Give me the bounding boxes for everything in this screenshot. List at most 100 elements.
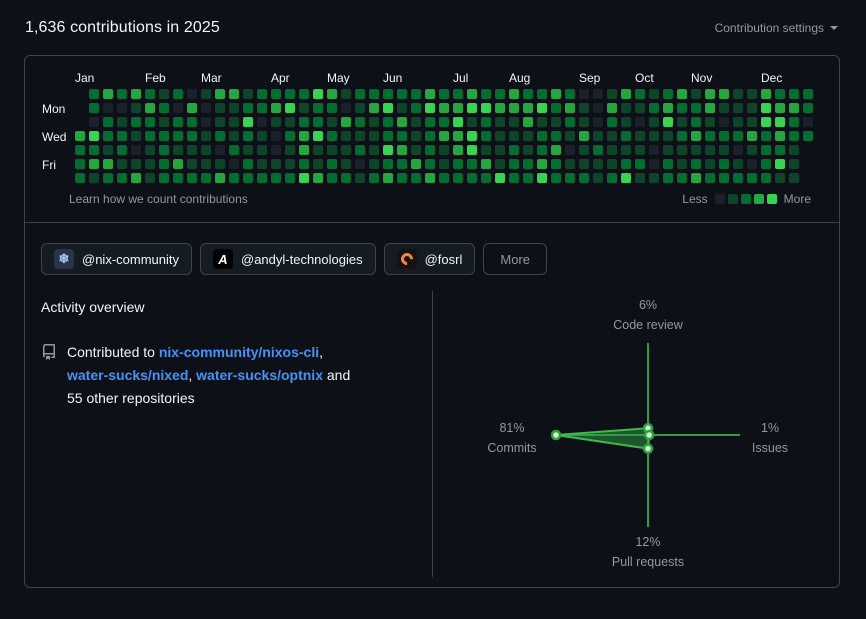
org-filter-button[interactable]: A@andyl-technologies (200, 243, 376, 275)
contribution-cell[interactable] (369, 131, 379, 141)
contribution-cell[interactable] (187, 173, 197, 183)
contribution-cell[interactable] (271, 145, 281, 155)
contribution-cell[interactable] (257, 89, 267, 99)
contribution-cell[interactable] (775, 173, 785, 183)
contribution-cell[interactable] (215, 103, 225, 113)
contribution-cell[interactable] (425, 117, 435, 127)
contribution-cell[interactable] (537, 131, 547, 141)
contribution-cell[interactable] (803, 131, 813, 141)
contribution-cell[interactable] (327, 159, 337, 169)
contribution-cell[interactable] (677, 159, 687, 169)
contribution-cell[interactable] (355, 145, 365, 155)
contribution-cell[interactable] (383, 89, 393, 99)
contribution-cell[interactable] (439, 117, 449, 127)
contribution-cell[interactable] (117, 103, 127, 113)
contribution-cell[interactable] (509, 145, 519, 155)
contribution-cell[interactable] (579, 89, 589, 99)
contribution-cell[interactable] (89, 159, 99, 169)
contribution-cell[interactable] (411, 173, 421, 183)
contribution-cell[interactable] (691, 145, 701, 155)
contribution-cell[interactable] (733, 117, 743, 127)
contribution-cell[interactable] (439, 173, 449, 183)
contribution-settings-button[interactable]: Contribution settings (713, 17, 840, 39)
contribution-cell[interactable] (187, 103, 197, 113)
contribution-cell[interactable] (355, 89, 365, 99)
contribution-cell[interactable] (775, 145, 785, 155)
contribution-cell[interactable] (677, 145, 687, 155)
contribution-cell[interactable] (467, 89, 477, 99)
contribution-cell[interactable] (383, 131, 393, 141)
contribution-cell[interactable] (229, 117, 239, 127)
contribution-cell[interactable] (481, 117, 491, 127)
contribution-cell[interactable] (117, 173, 127, 183)
contribution-cell[interactable] (243, 117, 253, 127)
contribution-cell[interactable] (201, 173, 211, 183)
contribution-cell[interactable] (649, 145, 659, 155)
contribution-cell[interactable] (285, 145, 295, 155)
contribution-cell[interactable] (159, 131, 169, 141)
contribution-cell[interactable] (229, 173, 239, 183)
contribution-cell[interactable] (173, 159, 183, 169)
contribution-cell[interactable] (789, 103, 799, 113)
contribution-cell[interactable] (355, 131, 365, 141)
contribution-cell[interactable] (411, 103, 421, 113)
contribution-cell[interactable] (131, 103, 141, 113)
contribution-cell[interactable] (691, 173, 701, 183)
contribution-cell[interactable] (117, 145, 127, 155)
contribution-cell[interactable] (397, 145, 407, 155)
contribution-cell[interactable] (705, 159, 715, 169)
contribution-cell[interactable] (481, 159, 491, 169)
contribution-cell[interactable] (439, 159, 449, 169)
contribution-cell[interactable] (327, 89, 337, 99)
contribution-cell[interactable] (117, 117, 127, 127)
contribution-cell[interactable] (131, 145, 141, 155)
contribution-cell[interactable] (523, 159, 533, 169)
contribution-cell[interactable] (621, 159, 631, 169)
contribution-cell[interactable] (173, 117, 183, 127)
contribution-cell[interactable] (775, 131, 785, 141)
contribution-cell[interactable] (243, 145, 253, 155)
contribution-cell[interactable] (215, 159, 225, 169)
contribution-cell[interactable] (75, 145, 85, 155)
contribution-cell[interactable] (425, 89, 435, 99)
contribution-cell[interactable] (103, 117, 113, 127)
contribution-cell[interactable] (453, 117, 463, 127)
contribution-cell[interactable] (89, 117, 99, 127)
repo-link[interactable]: water-sucks/nixed (67, 367, 188, 383)
contribution-cell[interactable] (565, 103, 575, 113)
contribution-cell[interactable] (313, 173, 323, 183)
contribution-cell[interactable] (271, 103, 281, 113)
contribution-cell[interactable] (439, 145, 449, 155)
contribution-cell[interactable] (761, 173, 771, 183)
contribution-cell[interactable] (747, 117, 757, 127)
contribution-cell[interactable] (243, 159, 253, 169)
contribution-cell[interactable] (159, 89, 169, 99)
contribution-cell[interactable] (425, 173, 435, 183)
contribution-cell[interactable] (257, 117, 267, 127)
contribution-cell[interactable] (663, 159, 673, 169)
contribution-cell[interactable] (607, 117, 617, 127)
contribution-cell[interactable] (271, 159, 281, 169)
contribution-cell[interactable] (229, 103, 239, 113)
contribution-cell[interactable] (397, 173, 407, 183)
contribution-cell[interactable] (607, 131, 617, 141)
contribution-cell[interactable] (663, 103, 673, 113)
repo-link[interactable]: nix-community/nixos-cli (159, 344, 319, 360)
contribution-cell[interactable] (579, 103, 589, 113)
contribution-cell[interactable] (201, 145, 211, 155)
contribution-cell[interactable] (551, 131, 561, 141)
contribution-cell[interactable] (453, 131, 463, 141)
contribution-cell[interactable] (103, 159, 113, 169)
contribution-cell[interactable] (579, 159, 589, 169)
contribution-cell[interactable] (411, 159, 421, 169)
contribution-cell[interactable] (397, 117, 407, 127)
contribution-cell[interactable] (201, 89, 211, 99)
contribution-cell[interactable] (355, 173, 365, 183)
contribution-cell[interactable] (369, 117, 379, 127)
contribution-cell[interactable] (719, 103, 729, 113)
contribution-cell[interactable] (663, 145, 673, 155)
contribution-cell[interactable] (663, 131, 673, 141)
contribution-cell[interactable] (89, 131, 99, 141)
contribution-cell[interactable] (103, 89, 113, 99)
contribution-cell[interactable] (201, 103, 211, 113)
